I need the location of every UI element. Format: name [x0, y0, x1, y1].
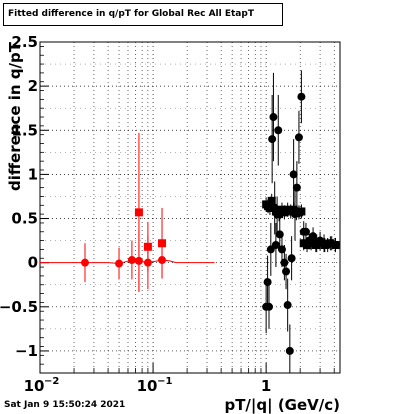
data-point	[283, 301, 292, 310]
y-tick-label: 0.5	[11, 210, 38, 228]
data-point	[127, 256, 136, 265]
data-point	[269, 113, 278, 122]
plot-frame	[39, 41, 341, 374]
data-point	[268, 135, 277, 144]
data-point	[280, 258, 289, 267]
data-point	[275, 230, 284, 239]
data-point	[282, 267, 291, 276]
y-tick-label: 2	[28, 77, 38, 95]
data-point-square	[320, 241, 329, 250]
data-point	[294, 133, 303, 142]
x-tick-exponent: −2	[44, 376, 59, 387]
y-tick-label: 1.5	[11, 121, 38, 139]
data-point-square	[143, 242, 152, 251]
y-tick-label: −0.5	[0, 298, 38, 316]
data-point	[265, 302, 274, 311]
data-point	[301, 227, 310, 236]
data-point-square	[303, 241, 312, 250]
data-point	[292, 183, 301, 192]
data-point	[115, 259, 124, 268]
series-fit-line	[40, 259, 215, 265]
data-point	[285, 346, 294, 355]
data-point-square	[158, 239, 167, 248]
data-point	[287, 254, 296, 263]
x-tick-label: 10	[137, 377, 158, 395]
data-point-square	[316, 239, 325, 248]
data-point	[271, 241, 280, 250]
data-layer	[40, 70, 340, 373]
data-point-square	[307, 239, 316, 248]
data-point-square	[134, 208, 143, 217]
x-tick-label: 1	[261, 377, 271, 395]
data-point-square	[326, 239, 335, 248]
data-point-square	[275, 210, 284, 219]
x-tick-exponent: −1	[157, 376, 172, 387]
data-point	[274, 126, 283, 135]
y-tick-label: −1	[15, 342, 38, 360]
data-point-square	[331, 241, 340, 250]
y-axis-title: difference in q/pT	[6, 41, 24, 191]
y-tick-label: 2.5	[11, 33, 38, 51]
chart-title: Fitted difference in q/pT for Global Rec…	[3, 3, 283, 26]
timestamp: Sat Jan 9 15:50:24 2021	[4, 400, 126, 410]
data-point	[263, 278, 272, 287]
y-tick-label: 0	[28, 254, 38, 272]
data-point-square	[267, 196, 276, 205]
y-tick-label: 1	[28, 165, 38, 183]
data-point	[297, 92, 306, 101]
x-tick-label: 10	[24, 377, 45, 395]
data-point	[289, 170, 298, 179]
data-point-square	[311, 241, 320, 250]
x-axis-title: pT/|q| (GeV/c)	[224, 396, 340, 414]
data-point-square	[297, 207, 306, 216]
data-point	[80, 258, 89, 267]
